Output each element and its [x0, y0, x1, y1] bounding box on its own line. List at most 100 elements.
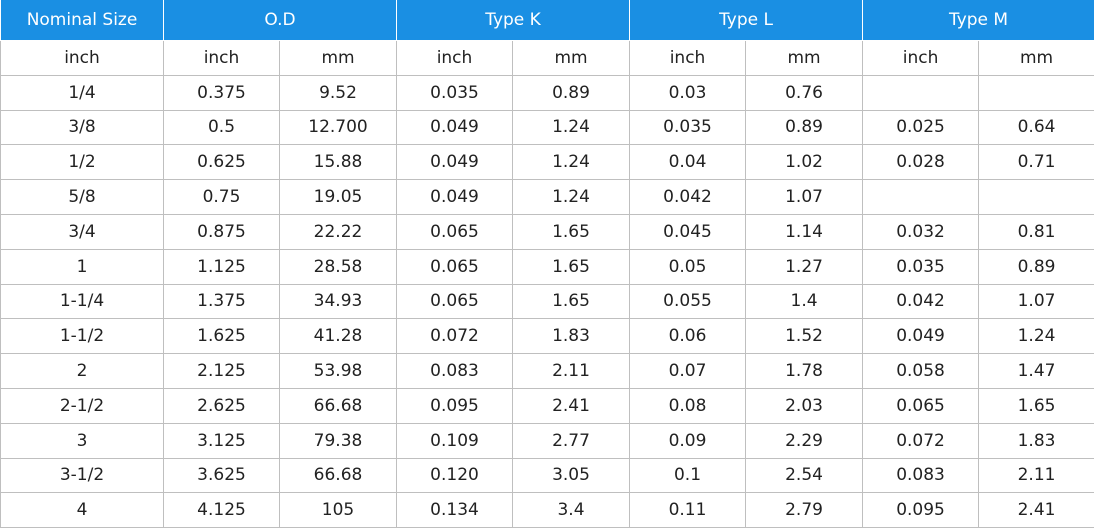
data-cell: 2.03 — [745, 387, 864, 424]
data-cell: 1.375 — [163, 283, 280, 320]
data-cell: 2.29 — [745, 422, 864, 459]
data-row: 2-1/2 2.625 66.68 0.095 2.41 0.08 2.03 0.065 1.6… — [0, 387, 1094, 424]
data-cell: 2.41 — [511, 387, 631, 424]
empty-cell — [978, 74, 1094, 111]
data-cell: 0.049 — [862, 318, 980, 355]
data-cell: 0.065 — [396, 248, 513, 285]
data-cell: 1.52 — [745, 318, 864, 355]
data-cell: 1.07 — [745, 179, 864, 215]
data-cell: 1.4 — [745, 283, 864, 320]
data-row: 3/8 0.5 12.700 0.049 1.24 0.035 0.89 0.025 0.64 — [0, 109, 1094, 146]
unit-row: inch inch mm inch mm inch mm inch mm — [0, 40, 1094, 76]
data-cell: 79.38 — [279, 422, 397, 459]
data-cell: 0.065 — [862, 387, 980, 424]
data-cell: 3/4 — [0, 213, 164, 250]
data-cell: 1.65 — [978, 387, 1094, 424]
data-cell: 1.24 — [511, 109, 631, 146]
data-cell: 0.81 — [978, 213, 1094, 250]
data-cell: 4 — [0, 492, 164, 529]
data-row: 3 3.125 79.38 0.109 2.77 0.09 2.29 0.072 1.83 — [0, 422, 1094, 459]
data-cell: 0.75 — [163, 179, 280, 215]
data-cell: 0.1 — [629, 457, 747, 494]
data-cell: 22.22 — [279, 213, 397, 250]
data-cell: 0.11 — [629, 492, 747, 529]
data-cell: 0.035 — [396, 74, 513, 111]
data-cell: 0.89 — [978, 248, 1094, 285]
data-cell: 0.89 — [511, 74, 631, 111]
data-cell: 2 — [0, 353, 164, 389]
data-cell: 1.625 — [163, 318, 280, 355]
unit-cell: inch — [396, 40, 513, 76]
data-cell: 0.042 — [862, 283, 980, 320]
unit-cell: mm — [279, 40, 397, 76]
table-body: inch inch mm inch mm inch mm inch mm 1/4 0.375 9.52… — [0, 40, 1094, 529]
data-cell: 3 — [0, 422, 164, 459]
data-cell: 1.65 — [511, 283, 631, 320]
data-row: 3-1/2 3.625 66.68 0.120 3.05 0.1 2.54 0.083 2.11 — [0, 457, 1094, 494]
data-cell: 3.625 — [163, 457, 280, 494]
data-cell: 1.47 — [978, 353, 1094, 389]
data-cell: 0.89 — [745, 109, 864, 146]
unit-cell: inch — [163, 40, 280, 76]
data-cell: 0.109 — [396, 422, 513, 459]
data-cell: 2.11 — [978, 457, 1094, 494]
data-cell: 0.072 — [862, 422, 980, 459]
data-cell: 0.625 — [163, 144, 280, 181]
data-cell: 2.54 — [745, 457, 864, 494]
header-cell: Type M — [862, 0, 1094, 41]
table-header: Nominal Size O.D Type K Type L Type M — [0, 0, 1094, 41]
data-cell: 1.27 — [745, 248, 864, 285]
data-cell: 2-1/2 — [0, 387, 164, 424]
data-cell: 0.120 — [396, 457, 513, 494]
data-cell: 1 — [0, 248, 164, 285]
data-cell: 1.65 — [511, 248, 631, 285]
header-cell: Nominal Size — [0, 0, 164, 41]
data-row: 3/4 0.875 22.22 0.065 1.65 0.045 1.14 0.032 0.81 — [0, 213, 1094, 250]
data-cell: 1/2 — [0, 144, 164, 181]
data-cell: 0.5 — [163, 109, 280, 146]
data-cell: 12.700 — [279, 109, 397, 146]
data-cell: 105 — [279, 492, 397, 529]
data-cell: 0.875 — [163, 213, 280, 250]
data-cell: 2.79 — [745, 492, 864, 529]
data-cell: 0.072 — [396, 318, 513, 355]
data-cell: 0.05 — [629, 248, 747, 285]
data-row: 1 1.125 28.58 0.065 1.65 0.05 1.27 0.035 0.89 — [0, 248, 1094, 285]
data-cell: 41.28 — [279, 318, 397, 355]
data-cell: 28.58 — [279, 248, 397, 285]
data-cell: 1.78 — [745, 353, 864, 389]
header-row: Nominal Size O.D Type K Type L Type M — [0, 0, 1094, 41]
data-cell: 1.125 — [163, 248, 280, 285]
data-row: 2 2.125 53.98 0.083 2.11 0.07 1.78 0.058 1.47 — [0, 353, 1094, 389]
data-cell: 0.032 — [862, 213, 980, 250]
unit-cell: mm — [745, 40, 864, 76]
data-cell: 2.125 — [163, 353, 280, 389]
data-cell: 0.09 — [629, 422, 747, 459]
data-cell: 0.049 — [396, 109, 513, 146]
data-row: 1-1/4 1.375 34.93 0.065 1.65 0.055 1.4 0.042 1.0… — [0, 283, 1094, 320]
data-cell: 1/4 — [0, 74, 164, 111]
data-cell: 2.11 — [511, 353, 631, 389]
data-cell: 0.055 — [629, 283, 747, 320]
data-cell: 53.98 — [279, 353, 397, 389]
data-cell: 0.095 — [862, 492, 980, 529]
data-cell: 0.065 — [396, 283, 513, 320]
data-row: 5/8 0.75 19.05 0.049 1.24 0.042 1.07 — [0, 179, 1094, 215]
data-cell: 0.76 — [745, 74, 864, 111]
data-cell: 3-1/2 — [0, 457, 164, 494]
data-row: 4 4.125 105 0.134 3.4 0.11 2.79 0.095 2.41 — [0, 492, 1094, 529]
unit-cell: mm — [978, 40, 1094, 76]
data-cell: 1-1/4 — [0, 283, 164, 320]
data-cell: 2.625 — [163, 387, 280, 424]
empty-cell — [978, 179, 1094, 215]
data-cell: 1.14 — [745, 213, 864, 250]
data-cell: 2.77 — [511, 422, 631, 459]
data-cell: 0.025 — [862, 109, 980, 146]
data-cell: 3.4 — [511, 492, 631, 529]
data-cell: 1.65 — [511, 213, 631, 250]
data-cell: 15.88 — [279, 144, 397, 181]
data-cell: 0.083 — [396, 353, 513, 389]
empty-cell — [862, 179, 980, 215]
